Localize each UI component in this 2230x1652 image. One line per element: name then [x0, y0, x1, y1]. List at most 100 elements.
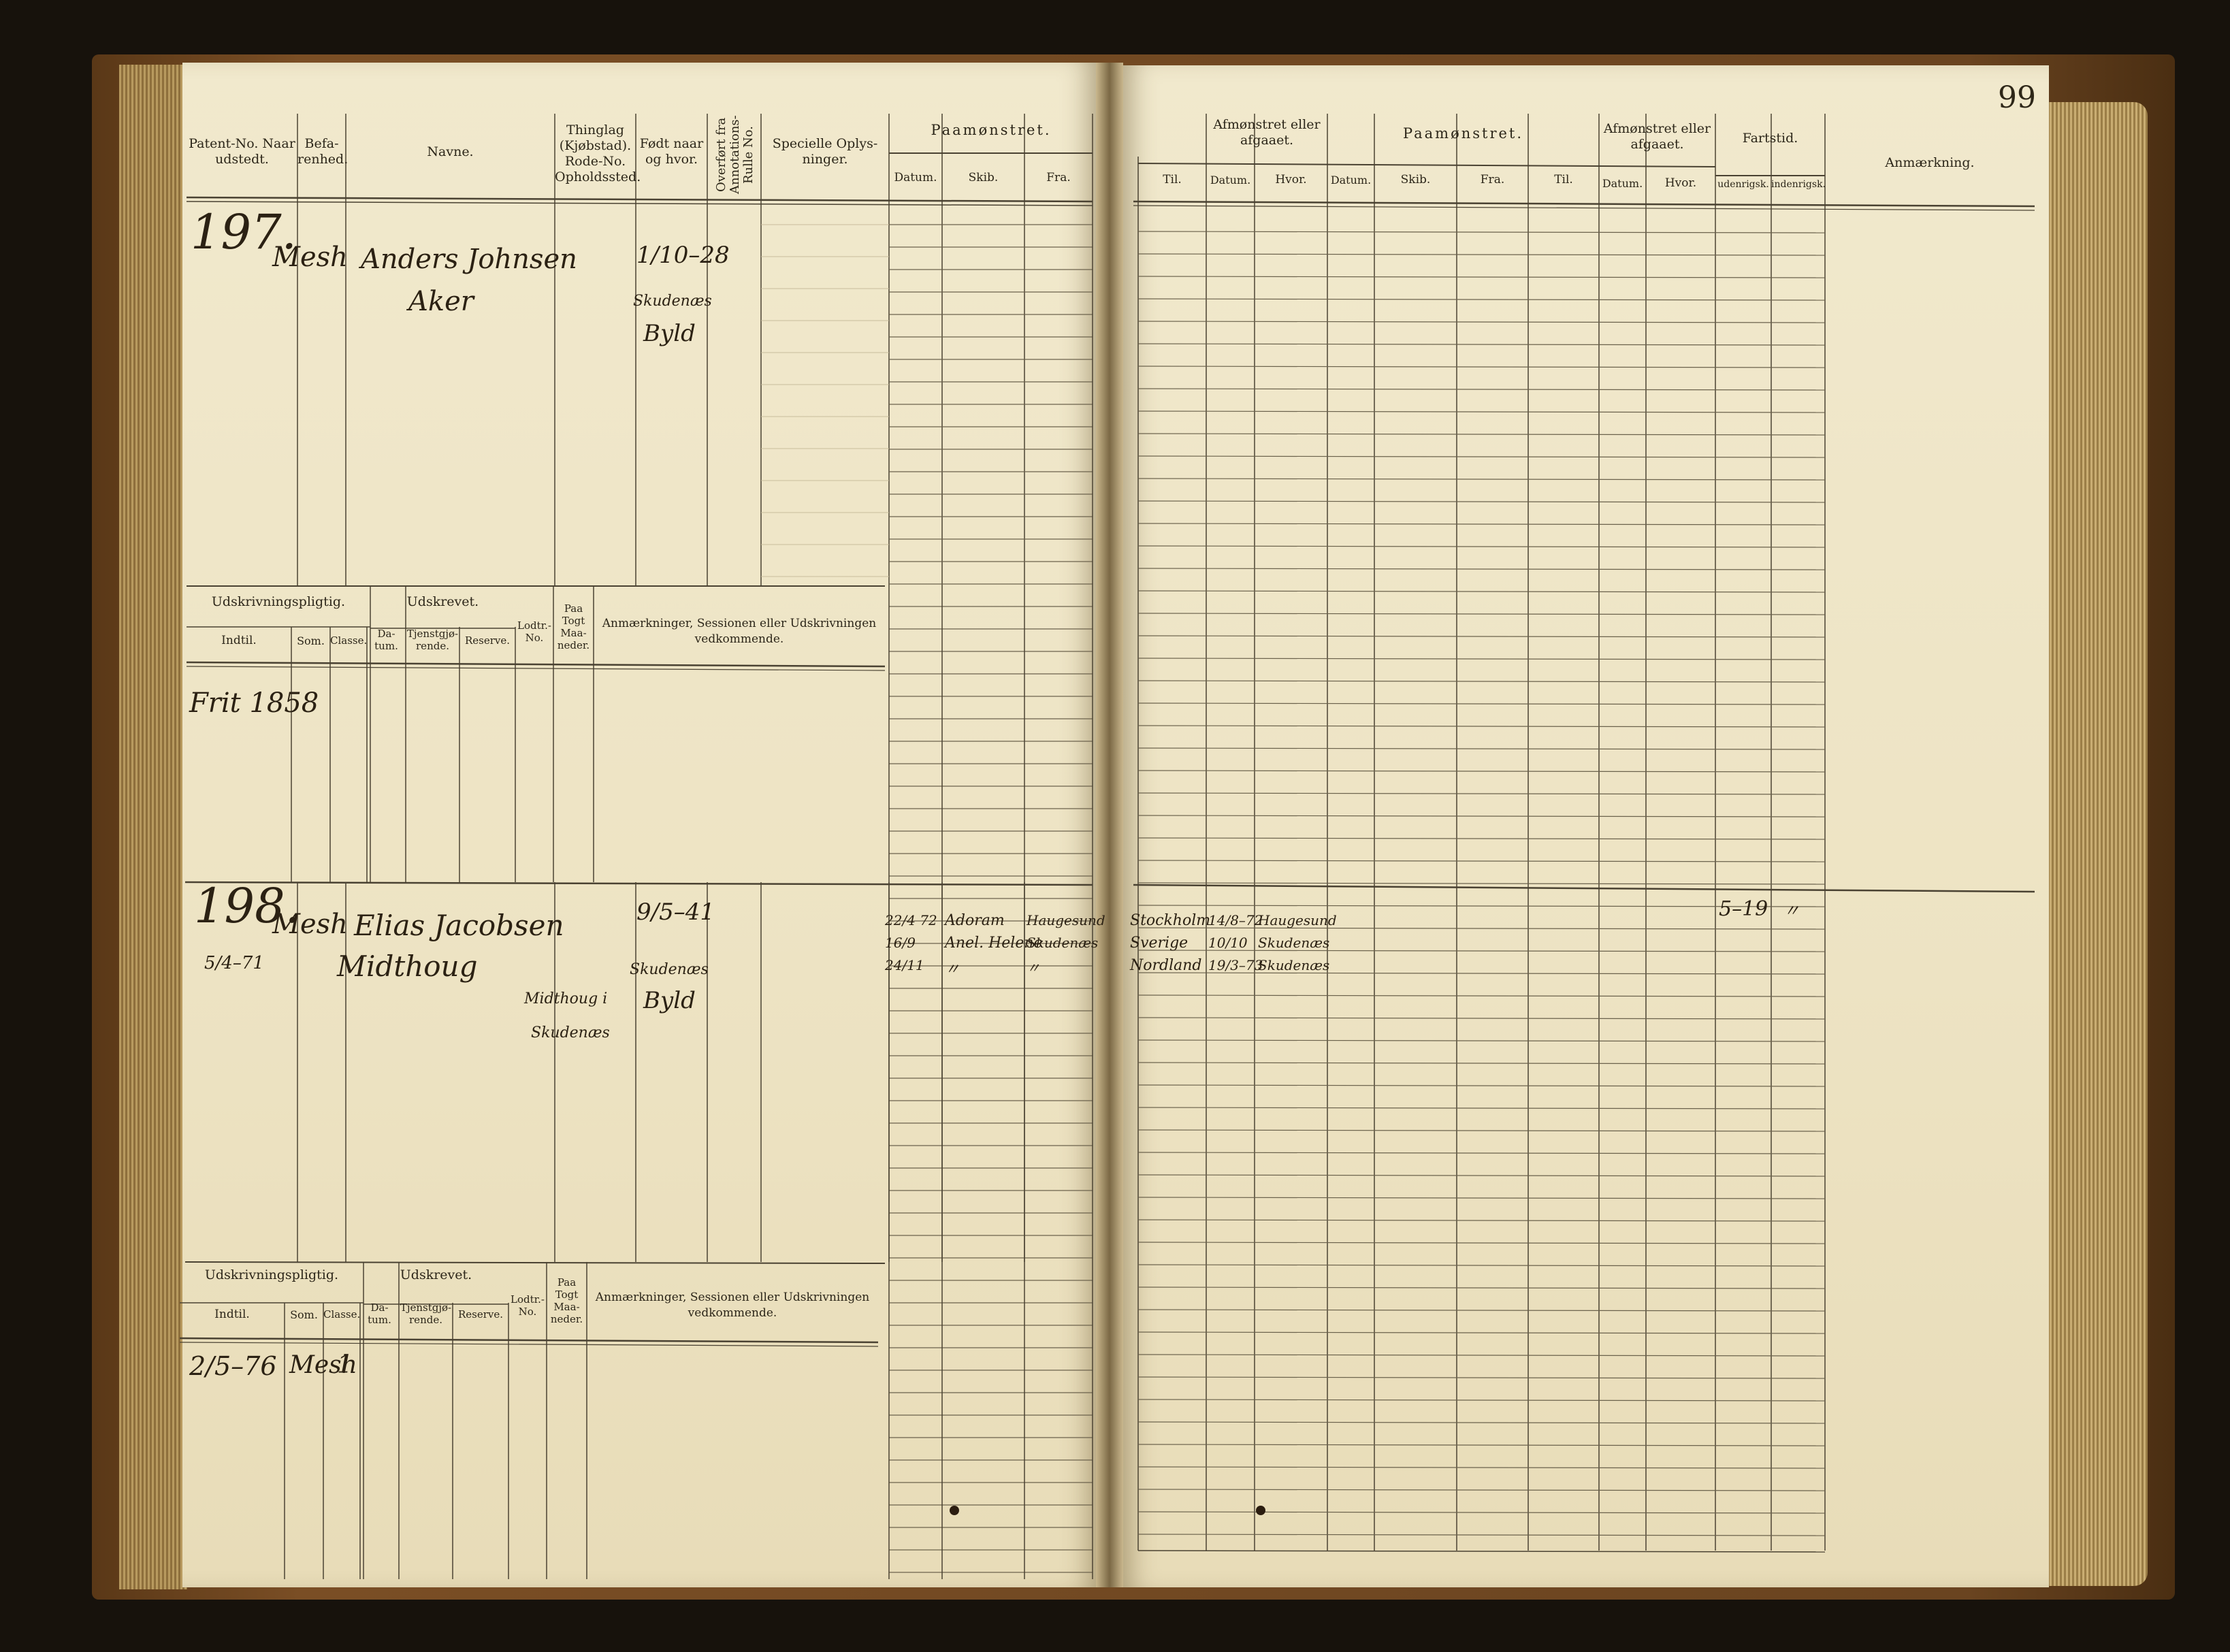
rule-line [1137, 321, 1826, 323]
rule-line [1137, 1421, 1826, 1424]
afmonstret-til: Nordland [1130, 957, 1202, 974]
rule-line [1137, 1309, 1826, 1312]
rule-line [1137, 1062, 1826, 1065]
header-patent: Patent-No. Naar udstedt. [189, 136, 295, 167]
entry-198-fartstid-indenrigsk: 〃 [1783, 901, 1800, 920]
entry-198-patent-no: 198. [194, 878, 300, 934]
header-thinglag: Thinglag (Kjøbstad). Rode-No. Opholdsste… [555, 123, 641, 184]
entry-197-indtil: Frit 1858 [189, 687, 319, 719]
entry-198-name: Elias Jacobsen [354, 909, 564, 942]
afmonstret-datum: 10/10 [1208, 935, 1248, 951]
paamonstret-skib: 〃 [945, 961, 960, 978]
header-afmonstret-1: Afmønstret eller afgaaet. [1213, 117, 1321, 148]
sub-paa-togt: Paa Togt Maa-neder. [557, 602, 590, 651]
paamonstret-fra: Haugesund [1027, 912, 1105, 928]
entry-197-birth-date: 1/10–28 [636, 242, 730, 269]
rule-line [1137, 1129, 1826, 1132]
entry-198-opholdssted-2: Skudenæs [531, 1024, 610, 1041]
rule-line [1137, 770, 1826, 773]
header-fodt: Født naar og hvor. [639, 136, 704, 167]
rule-line [1137, 1084, 1826, 1087]
sub-udskrivningspligtig: Udskrivningspligtig. [211, 594, 346, 609]
header-afm-datum-2: Datum. [1602, 177, 1643, 190]
rule-line [1137, 1534, 1826, 1536]
rule-line [1137, 658, 1826, 660]
rule-line [1137, 388, 1826, 391]
afmonstret-hvor: Skudenæs [1258, 935, 1330, 951]
page-edges-left [119, 65, 187, 1589]
rule-line [184, 881, 1093, 886]
rule-line [1137, 545, 1826, 548]
entry-197-befarenhed: Mesh [272, 242, 348, 273]
rule-line [1137, 702, 1826, 705]
binding-hole [950, 1506, 959, 1515]
sub-classe: Classe. [323, 1308, 361, 1321]
rule-line [1137, 1242, 1826, 1244]
header-paa-til: Til. [1554, 173, 1573, 187]
entry-198-fartstid-udenrigsk: 5–19 [1719, 897, 1768, 921]
rule-line [1137, 1354, 1826, 1357]
sub-udskrevet: Udskrevet. [400, 1267, 472, 1282]
header-afm-hvor-1: Hvor. [1275, 173, 1307, 187]
sub-lodtr: Lodtr.-No. [517, 619, 551, 644]
rule-line [1137, 500, 1826, 503]
rule-line [179, 1337, 879, 1344]
entry-197-patent-no: 197. [191, 204, 297, 260]
rule-line [1137, 253, 1826, 256]
rule-line [1137, 276, 1826, 278]
paamonstret-datum: 24/11 [885, 957, 924, 973]
sub-paa-togt: Paa Togt Maa-neder. [550, 1276, 583, 1325]
rule-line [1137, 1511, 1826, 1514]
rule-line [1137, 163, 1716, 167]
afmonstret-hvor: Haugesund [1258, 912, 1337, 928]
rule-line [1137, 1107, 1826, 1110]
rule-line [1137, 1489, 1826, 1491]
rule-line [1137, 1174, 1826, 1177]
header-navne: Navne. [427, 144, 474, 159]
header-overfort: Overført fra Annotations-Rulle No. [714, 115, 756, 195]
rule-line [1137, 568, 1826, 570]
rule-line [1137, 1399, 1826, 1402]
header-anmaerkning: Anmærkning. [1885, 155, 1975, 170]
rule-line [1133, 200, 2035, 208]
header-afmonstret-2: Afmønstret eller afgaaet. [1603, 121, 1711, 152]
rule-line [1137, 1039, 1826, 1042]
rule-line [1133, 884, 2035, 893]
binding-hole [1256, 1506, 1265, 1515]
rule-line [1137, 1376, 1826, 1379]
rule-line [1137, 994, 1826, 997]
entry-198-birth-parish: Byld [643, 987, 696, 1014]
rule-line [1137, 231, 1826, 233]
rule-line [1137, 1219, 1826, 1222]
header-udenrigsk: udenrigsk. [1717, 179, 1769, 190]
rule-line [1137, 905, 1826, 907]
sub-datum: Da-tum. [374, 628, 398, 652]
rule-line [1137, 410, 1826, 413]
rule-line [1137, 433, 1826, 436]
sub-reserve: Reserve. [464, 634, 511, 647]
afmonstret-datum: 19/3–73 [1208, 957, 1263, 973]
sub-classe: Classe. [330, 634, 368, 647]
afmonstret-hvor: Skudenæs [1258, 957, 1330, 973]
rule-line [1137, 950, 1826, 952]
entry-197-place: Aker [408, 286, 474, 317]
header-datum: Datum. [894, 171, 937, 184]
entry-198-birth-place: Skudenæs [630, 961, 709, 978]
header-fra: Fra. [1046, 171, 1071, 184]
paamonstret-skib: Anel. Helene [945, 935, 1043, 952]
rule-line [1137, 1466, 1826, 1469]
rule-line [1137, 343, 1826, 346]
sub-som: Som. [290, 1308, 318, 1321]
entry-198-classe: 1 [337, 1351, 353, 1379]
rule-line [1137, 837, 1826, 840]
sub-tjenstgjorende: Tjenstgjø-rende. [400, 1301, 452, 1326]
sub-datum: Da-tum. [368, 1301, 391, 1326]
rule-line [1137, 613, 1826, 615]
rule-line [179, 1342, 879, 1347]
paamonstret-fra: Skudenæs [1027, 935, 1099, 951]
rule-line [186, 196, 1093, 203]
rule-line [1137, 747, 1826, 750]
entry-198-befarenhed: Mesh [272, 909, 348, 940]
entry-197-birth-parish: Byld [643, 320, 696, 347]
